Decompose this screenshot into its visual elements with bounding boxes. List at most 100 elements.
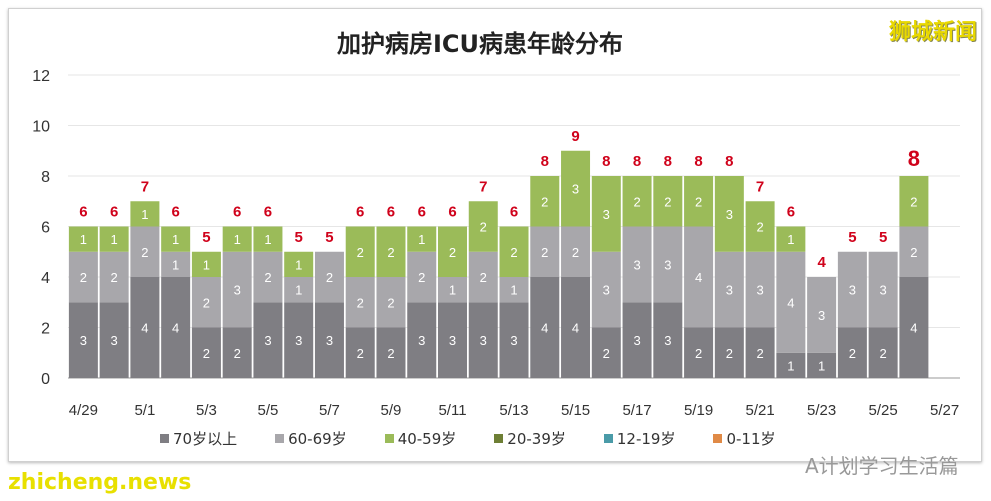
segment-label: 3 [633,257,640,272]
x-tick-label: 5/11 [438,402,466,419]
bar-segment [684,226,714,328]
segment-label: 2 [695,194,702,209]
total-label: 7 [141,178,149,195]
bar-segment [407,251,437,303]
bar-segment [222,327,252,378]
bar-segment [837,251,867,328]
bar-segment [468,251,498,303]
segment-label: 2 [726,346,733,361]
total-label: 6 [264,204,272,221]
segment-label: 1 [172,257,179,272]
bar-segment [561,150,591,227]
segment-label: 1 [787,358,794,373]
segment-label: 4 [787,295,794,310]
bar-segment [314,302,344,378]
segment-label: 2 [633,194,640,209]
bar-segment [684,176,714,227]
segment-label: 3 [633,333,640,348]
total-label: 5 [295,229,303,246]
bar-segment [837,327,867,378]
segment-label: 2 [418,270,425,285]
bar-segment [191,327,221,378]
y-tick-label: 0 [41,371,50,388]
bar-segment [284,302,314,378]
bar-segment [776,251,806,353]
segment-label: 2 [541,194,548,209]
total-label: 6 [787,204,795,221]
bar-segment [68,302,98,378]
x-tick-label: 5/3 [196,402,217,419]
legend-swatch [494,434,504,443]
segment-label: 1 [264,232,271,247]
bar-segment [376,327,406,378]
bar-segment [130,226,160,277]
segment-label: 2 [357,245,364,260]
segment-label: 2 [480,270,487,285]
segment-label: 3 [818,308,825,323]
segment-label: 2 [80,270,87,285]
watermark-site: zhicheng.news [8,470,192,495]
x-tick-label: 5/9 [381,402,402,419]
bar-segment [499,277,529,303]
bar-segment [714,327,744,378]
bar-segment [68,226,98,252]
legend-swatch [384,434,394,443]
legend-swatch [603,434,613,443]
legend-swatch [160,434,169,443]
legend-item: 12-19岁 [603,428,675,449]
stacked-bar-chart: 02468101232164/29321642175/1411622155/32… [32,68,960,419]
y-tick-label: 6 [41,220,50,237]
bar-segment [438,277,467,303]
bar-segment [468,302,498,378]
legend: 70岁以上 60-69岁 40-59岁 20-39岁 12-19岁 0-11岁 [160,428,776,449]
segment-label: 1 [418,232,425,247]
segment-label: 2 [756,220,763,235]
bar-segment [161,226,191,252]
segment-label: 3 [572,182,579,197]
total-label: 8 [541,153,549,170]
bar-segment [622,226,652,303]
segment-label: 3 [449,333,456,348]
segment-label: 1 [172,232,179,247]
bar-segment [530,226,560,277]
bar-segment [438,226,467,277]
segment-label: 2 [664,194,671,209]
x-tick-label: 5/5 [258,402,279,419]
segment-label: 3 [418,333,425,348]
legend-label: 60-69岁 [288,430,347,448]
bar-segment [468,201,498,252]
bar-segment [499,226,529,277]
segment-label: 4 [695,270,702,285]
segment-label: 2 [695,346,702,361]
x-tick-label: 4/29 [69,402,98,419]
bar-segment [653,302,683,378]
bar-segment [684,327,714,378]
bar-segment [714,251,744,328]
segment-label: 2 [387,245,394,260]
bar-segment [191,277,221,328]
bar-segment [745,251,775,328]
segment-label: 1 [818,358,825,373]
legend-item: 60-69岁 [275,428,347,449]
y-tick-label: 12 [32,68,50,85]
bar-segment [345,327,375,378]
bar-segment [376,277,406,328]
x-tick-label: 5/21 [745,402,774,419]
bar-segment [499,302,529,378]
total-label: 6 [233,204,241,221]
segment-label: 2 [326,270,333,285]
total-label: 6 [79,204,87,221]
bar-segment [591,251,621,328]
bar-segment [161,277,191,378]
bar-segment [314,251,344,303]
total-label: 6 [510,204,518,221]
segment-label: 3 [726,283,733,298]
y-tick-label: 8 [41,169,50,186]
segment-label: 3 [480,333,487,348]
bar-segment [591,176,621,252]
segment-label: 3 [80,333,87,348]
segment-label: 2 [880,346,887,361]
legend-item: 0-11岁 [713,428,776,449]
segment-label: 3 [664,333,671,348]
legend-label: 20-39岁 [507,430,566,448]
